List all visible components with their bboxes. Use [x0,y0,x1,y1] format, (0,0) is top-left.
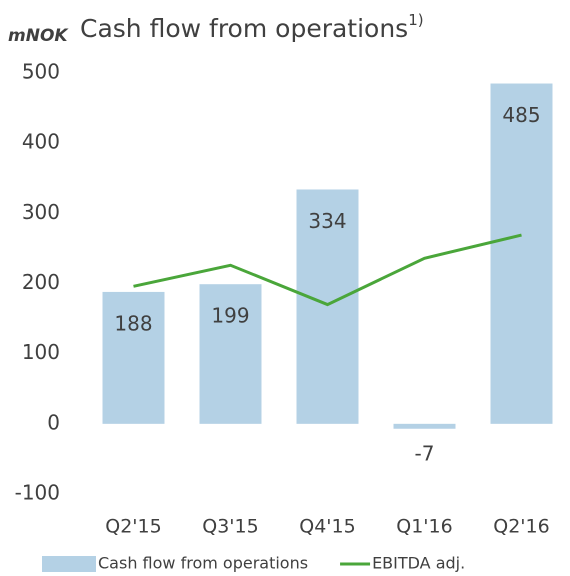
legend-label: Cash flow from operations [98,554,308,573]
x-tick-label: Q2'16 [493,516,549,538]
data-label: 334 [308,209,346,233]
x-tick-label: Q2'15 [105,516,161,538]
data-label: 188 [114,311,152,335]
y-tick-label: 200 [22,270,60,294]
x-tick-label: Q1'16 [396,516,452,538]
title-text: Cash flow from operations [80,14,408,43]
legend-label: EBITDA adj. [372,554,465,573]
bar [490,83,553,424]
data-label: -7 [415,441,435,465]
line [133,233,522,307]
y-tick-label: 0 [47,410,60,434]
y-tick-label: 500 [22,60,60,84]
legend-swatch [42,556,96,572]
y-tick-label: 300 [22,200,60,224]
title-note: 1) [408,11,423,29]
x-tick-label: Q4'15 [299,516,355,538]
bar [199,284,262,424]
bar [393,423,456,429]
x-tick-label: Q3'15 [202,516,258,538]
y-tick-label: -100 [15,481,60,505]
chart-title: Cash flow from operations1) [80,11,424,44]
data-label: 485 [502,103,540,127]
y-unit: mNOK [8,26,69,46]
bar [102,291,165,424]
y-tick-label: 100 [22,340,60,364]
bar [296,189,359,424]
y-tick-label: 400 [22,130,60,154]
data-label: 199 [211,304,249,328]
